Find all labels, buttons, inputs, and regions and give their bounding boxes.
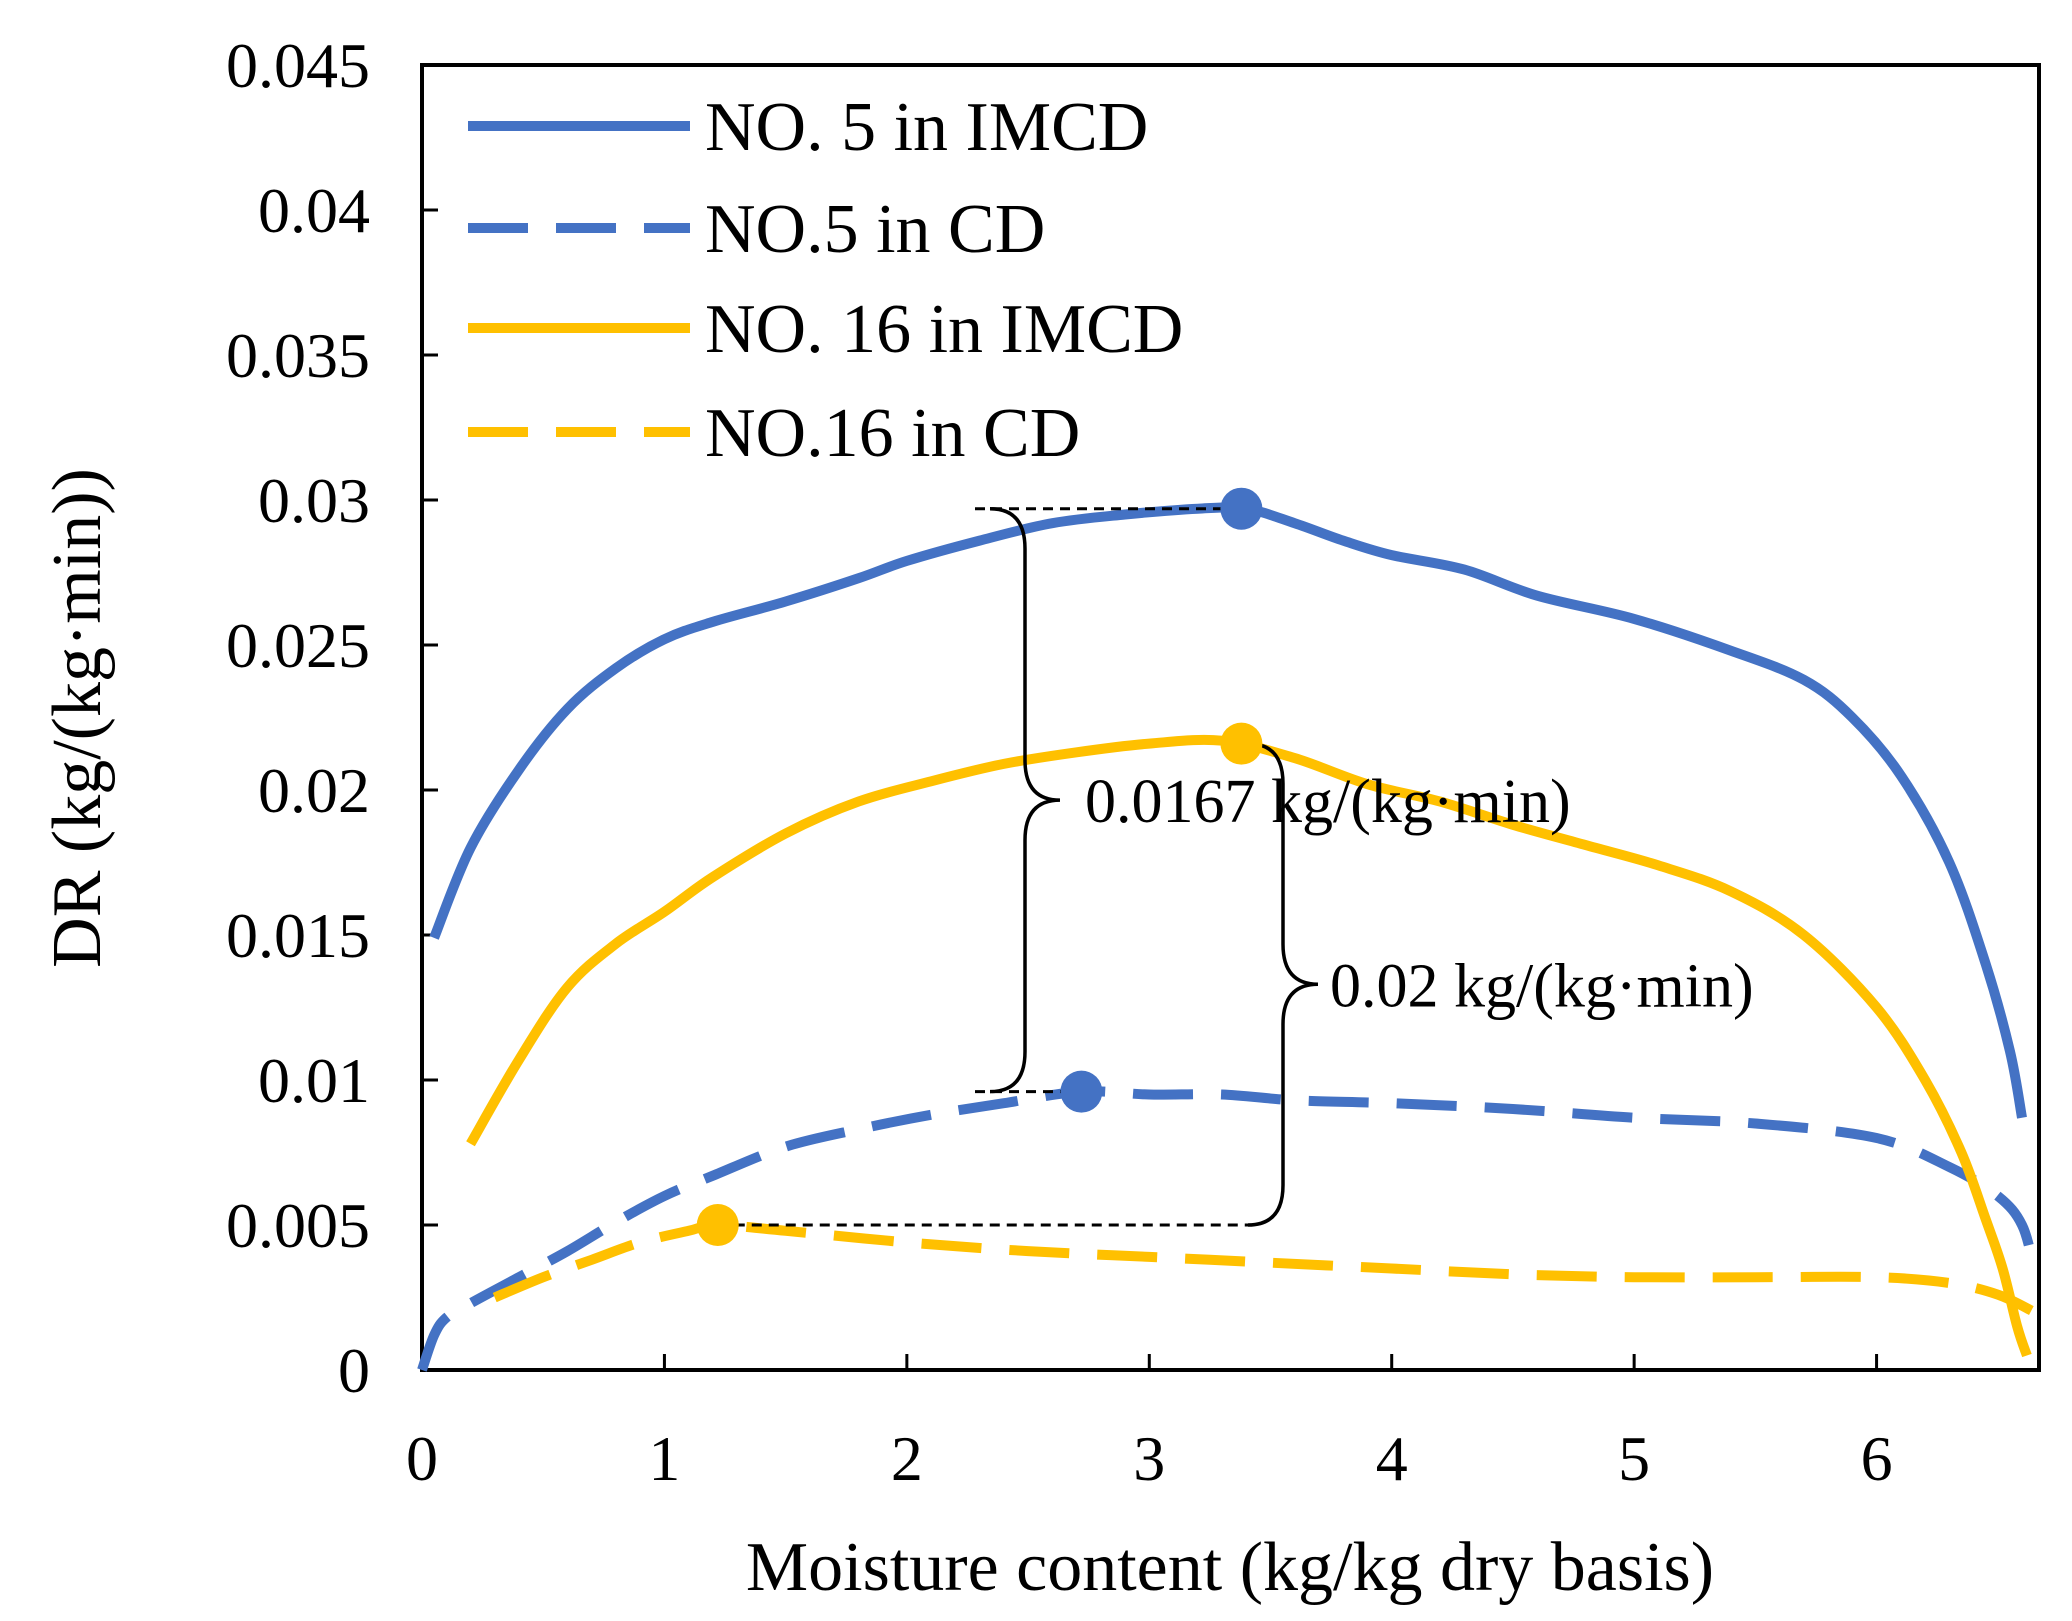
y-axis-ticks: 0 0.005 0.01 0.015 0.02 0.025 0.03 0.035 0.04 0.0… [226, 30, 438, 1406]
series-line-no-16-in-imcd [466, 734, 2032, 1358]
y-tick-label: 0.03 [258, 465, 370, 536]
x-tick-label: 5 [1618, 1423, 1650, 1494]
annotation-layer: 0.0167 kg/(kg·min) 0.02 kg/(kg·min) [717, 506, 1754, 1227]
brace-no16-difference [1247, 741, 1319, 1227]
series-line-no-5-in-cd [417, 1086, 2040, 1372]
y-tick-label: 0.015 [226, 900, 370, 971]
x-tick-label: 2 [891, 1423, 923, 1494]
legend-item-no16-cd: NO.16 in CD [468, 395, 1080, 472]
legend-label-no16-imcd: NO. 16 in IMCD [705, 291, 1183, 368]
x-tick-label: 1 [648, 1423, 680, 1494]
y-tick-label: 0.01 [258, 1045, 370, 1116]
peak-marker-layer [696, 487, 1263, 1246]
legend-item-no16-imcd: NO. 16 in IMCD [468, 291, 1183, 368]
y-tick-label: 0 [338, 1335, 370, 1406]
peak-marker-no-5-in-imcd [1220, 487, 1263, 530]
x-axis-ticks: 0 1 2 3 4 5 6 [406, 1354, 1893, 1494]
legend-label-no5-cd: NO.5 in CD [705, 191, 1045, 268]
peak-marker-no-5-in-cd [1060, 1070, 1103, 1113]
legend: NO. 5 in IMCD NO.5 in CD NO. 16 in IMCD … [468, 89, 1183, 472]
series-line-no-16-in-cd [492, 1220, 2037, 1317]
y-tick-label: 0.005 [226, 1190, 370, 1261]
legend-label-no5-imcd: NO. 5 in IMCD [705, 89, 1148, 166]
y-axis-title: DR (kg/(kg·min)) [39, 468, 116, 968]
y-tick-label: 0.02 [258, 755, 370, 826]
x-tick-label: 4 [1376, 1423, 1408, 1494]
plot-area-frame [420, 63, 2041, 1372]
annotation-no16-difference: 0.02 kg/(kg·min) [1330, 952, 1754, 1020]
y-tick-label: 0.045 [226, 30, 370, 101]
legend-item-no5-imcd: NO. 5 in IMCD [468, 89, 1148, 166]
brace-no5-difference [989, 506, 1061, 1094]
series-layer [417, 502, 2040, 1372]
peak-marker-no-16-in-cd [696, 1204, 739, 1246]
x-tick-label: 6 [1861, 1423, 1893, 1494]
legend-item-no5-cd: NO.5 in CD [468, 191, 1045, 268]
x-axis-title: Moisture content (kg/kg dry basis) [746, 1529, 1714, 1606]
annotation-no5-difference: 0.0167 kg/(kg·min) [1085, 768, 1571, 836]
y-tick-label: 0.04 [258, 175, 370, 246]
peak-marker-no-16-in-imcd [1220, 722, 1263, 765]
legend-label-no16-cd: NO.16 in CD [705, 395, 1080, 472]
x-tick-label: 3 [1133, 1423, 1165, 1494]
x-tick-label: 0 [406, 1423, 438, 1494]
y-tick-label: 0.035 [226, 320, 370, 391]
y-tick-label: 0.025 [226, 610, 370, 681]
